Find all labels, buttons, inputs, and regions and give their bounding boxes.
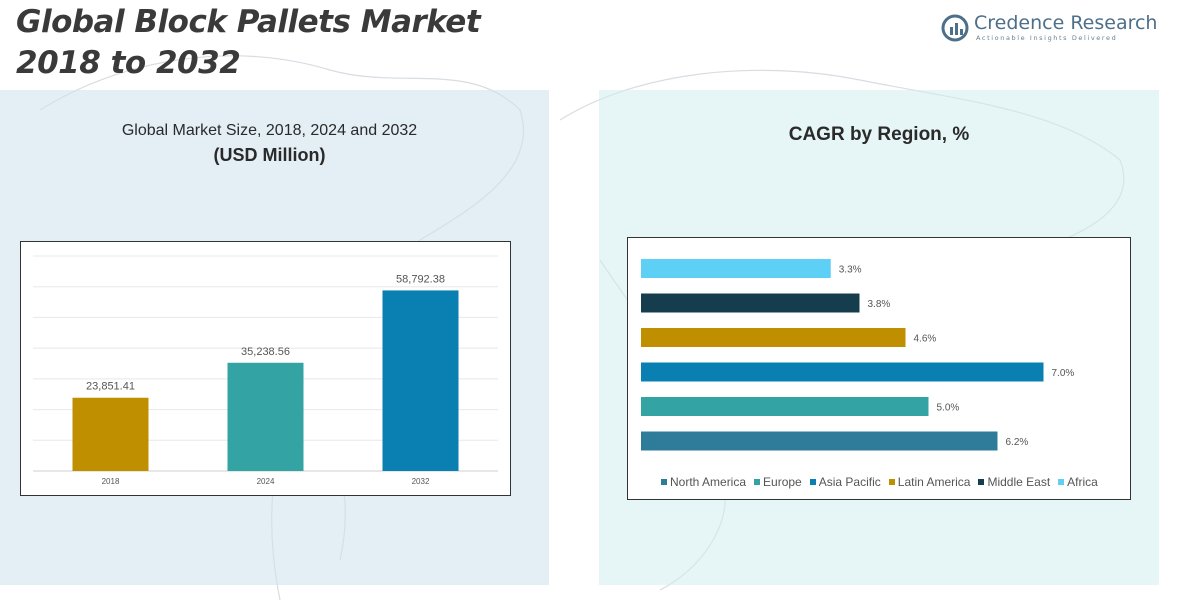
x-tick-label: 2018	[102, 477, 120, 486]
legend-item: Asia Pacific	[809, 474, 881, 490]
hbar-north-america	[641, 431, 998, 451]
hbar-value-label: 4.6%	[914, 334, 937, 345]
legend-item: Africa	[1058, 474, 1098, 490]
legend-label: Middle East	[987, 475, 1051, 489]
hbar-europe	[641, 397, 929, 416]
legend-item: Latin America	[888, 474, 971, 490]
cagr-chart: 3.3% 3.8% 4.6% 7.0% 5.0% 6.2%	[627, 237, 1131, 500]
brand-logo-icon	[941, 14, 969, 42]
bar-2024	[227, 362, 304, 471]
brand-logo: Credence Research Actionable Insights De…	[940, 12, 1157, 44]
hbar-africa	[641, 259, 831, 278]
hbar-asia-pacific	[641, 362, 1044, 382]
legend-item: Middle East	[978, 474, 1050, 490]
legend-item: Europe	[754, 474, 802, 490]
cagr-chart-svg: 3.3% 3.8% 4.6% 7.0% 5.0% 6.2%	[641, 259, 1075, 451]
legend-label: Europe	[763, 475, 802, 489]
bar-2018	[72, 397, 149, 471]
market-size-subtitle: Global Market Size, 2018, 2024 and 2032	[121, 122, 418, 139]
brand-tagline: Actionable Insights Delivered	[976, 34, 1118, 42]
hbar-value-label: 7.0%	[1052, 368, 1075, 379]
brand-name: Credence Research	[974, 12, 1158, 34]
bar-value-label: 23,851.41	[86, 381, 135, 393]
hbar-value-label: 5.0%	[937, 403, 960, 414]
hbar-value-label: 3.3%	[839, 265, 862, 276]
market-size-chart-svg: 23,851.41 2018 35,238.56 2024 58,792.38 2032	[33, 255, 498, 486]
legend-swatch	[754, 479, 761, 485]
market-size-chart: 23,851.41 2018 35,238.56 2024 58,792.38 2032	[20, 241, 511, 496]
legend-swatch	[809, 479, 816, 485]
legend-label: Latin America	[897, 475, 971, 489]
legend-swatch	[978, 479, 985, 485]
page-title: Global Block Pallets Market 2018 to 2032	[16, 4, 481, 81]
legend-swatch	[1058, 479, 1065, 485]
cagr-title: CAGR by Region, %	[788, 124, 970, 145]
bar-2032	[382, 290, 459, 471]
hbar-middle-east	[641, 293, 860, 313]
legend-label: Asia Pacific	[818, 475, 881, 489]
legend-swatch	[888, 479, 895, 485]
legend-label: North America	[670, 475, 747, 489]
hbar-latin-america	[641, 328, 906, 347]
legend-item: North America	[661, 474, 746, 490]
bar-value-label: 58,792.38	[396, 273, 445, 285]
hbar-value-label: 6.2%	[1006, 437, 1029, 448]
x-tick-label: 2032	[412, 477, 430, 486]
x-tick-label: 2024	[257, 477, 275, 486]
hbar-value-label: 3.8%	[868, 299, 891, 310]
legend-swatch	[661, 479, 667, 485]
market-size-unit: (USD Million)	[213, 145, 326, 165]
legend-label: Africa	[1067, 475, 1098, 489]
bar-value-label: 35,238.56	[241, 346, 290, 358]
cagr-legend: North America Europe Asia Pacific Latin Ame…	[661, 474, 1111, 490]
